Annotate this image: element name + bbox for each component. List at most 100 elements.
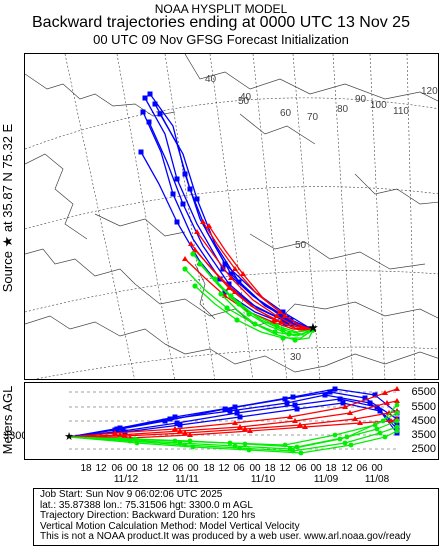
time-tick: 00: [126, 463, 138, 474]
trajectory-marker: [280, 309, 286, 315]
profile-path: [68, 402, 398, 438]
trajectory-marker: [232, 289, 238, 294]
trajectory-marker: [138, 149, 144, 155]
date-label: 11/12: [113, 474, 139, 485]
trajectory-marker: [240, 271, 246, 276]
profile-marker: [187, 438, 193, 444]
profile-marker: [174, 420, 180, 426]
trajectory-marker: [182, 266, 188, 272]
profile-marker: [162, 418, 168, 424]
trajectory-marker: [192, 247, 198, 252]
profile-red: [68, 386, 400, 438]
trajectory-marker: [147, 91, 153, 97]
trajectory-marker: [174, 219, 180, 225]
source-location-label: Source ★ at 35.87 N 75.32 E: [0, 123, 15, 293]
trajectory-path: [194, 249, 313, 331]
trajectory-marker: [187, 186, 193, 192]
profile-marker: [117, 425, 123, 431]
trajectory-path: [159, 113, 314, 331]
profile-red: [68, 408, 400, 438]
latitude-label: 50: [295, 240, 307, 251]
profile-marker: [302, 424, 308, 429]
profile-marker: [344, 434, 350, 440]
longitude-label: 100: [370, 100, 387, 111]
longitude-label: 50: [238, 96, 250, 107]
trajectory-path: [220, 293, 314, 341]
trajectory-marker: [212, 276, 218, 282]
profile-marker: [362, 395, 368, 401]
profile-marker: [190, 444, 196, 450]
profile-green: [68, 402, 400, 450]
trajectory-marker: [246, 311, 252, 317]
height-label-3500: 3500: [411, 429, 436, 441]
coastline: [25, 248, 136, 285]
time-tick: 12: [218, 463, 230, 474]
profile-marker: [172, 414, 178, 420]
trajectory-marker: [234, 317, 240, 323]
profile-marker: [327, 389, 333, 395]
profile-marker: [394, 418, 400, 424]
trajectory-marker: [194, 229, 200, 234]
time-tick: 18: [203, 463, 215, 474]
profile-marker: [112, 430, 118, 435]
profile-marker: [284, 400, 290, 406]
trajectory-path: [194, 285, 314, 339]
profile-marker: [388, 418, 394, 423]
trajectory-marker: [197, 261, 203, 267]
profile-marker: [384, 400, 390, 405]
profile-marker: [332, 386, 338, 392]
run-info-box: Job Start: Sun Nov 9 06:02:06 UTC 2025 l…: [33, 488, 439, 546]
profile-marker: [227, 408, 233, 414]
trajectory-map: 30 40 50 40 50 60 70 80 90 100 110 120 ★: [24, 53, 439, 380]
time-tick: 06: [356, 463, 368, 474]
profile-marker: [177, 428, 183, 433]
time-tick: 06: [295, 463, 307, 474]
trajectory-marker: [140, 109, 146, 115]
trajectory-marker: [282, 313, 288, 318]
time-tick: 18: [141, 463, 153, 474]
profile-marker: [374, 404, 380, 410]
longitude-label: 60: [280, 108, 292, 119]
longitude-label: 40: [205, 74, 217, 85]
profile-source-star-icon: ★: [64, 431, 74, 443]
profile-marker: [292, 402, 298, 408]
profile-green: [68, 428, 400, 456]
trajectory-blue: [157, 111, 314, 331]
trajectory-marker: [226, 285, 232, 290]
latitude-label: 40: [240, 92, 252, 103]
profile-marker: [394, 424, 400, 430]
page-title: Backward trajectories ending at 0000 UTC…: [32, 14, 410, 31]
time-tick: 00: [371, 463, 383, 474]
trajectory-marker: [278, 319, 284, 324]
height-label-4500: 4500: [411, 415, 436, 427]
profile-marker: [242, 426, 248, 431]
profile-path: [68, 398, 398, 438]
profile-marker: [282, 396, 288, 402]
profile-marker: [374, 426, 380, 432]
trajectory-marker: [286, 331, 292, 337]
trajectory-marker: [142, 95, 148, 101]
trajectory-marker: [200, 219, 206, 224]
profile-marker: [247, 428, 253, 433]
trajectory-marker: [232, 266, 238, 271]
vertical-method-text: Vertical Motion Calculation Method: Mode…: [40, 520, 300, 532]
time-tick: 00: [187, 463, 199, 474]
latitude-line: [25, 186, 438, 230]
date-label: 11/11: [175, 474, 199, 485]
profile-marker: [394, 386, 400, 391]
longitude-label: 120: [421, 86, 438, 97]
profile-path: [68, 418, 398, 439]
trajectory-marker: [224, 305, 230, 311]
time-tick: 12: [341, 463, 353, 474]
profile-path: [68, 426, 398, 452]
profile-path: [68, 430, 398, 454]
job-start-text: Job Start: Sun Nov 9 06:02:06 UTC 2025: [40, 489, 223, 500]
profile-marker: [367, 400, 373, 406]
trajectory-marker: [180, 201, 186, 207]
trajectory-marker: [146, 119, 152, 125]
trajectory-marker: [157, 111, 163, 117]
longitude-line: [209, 54, 254, 379]
trajectory-red: [188, 241, 316, 332]
